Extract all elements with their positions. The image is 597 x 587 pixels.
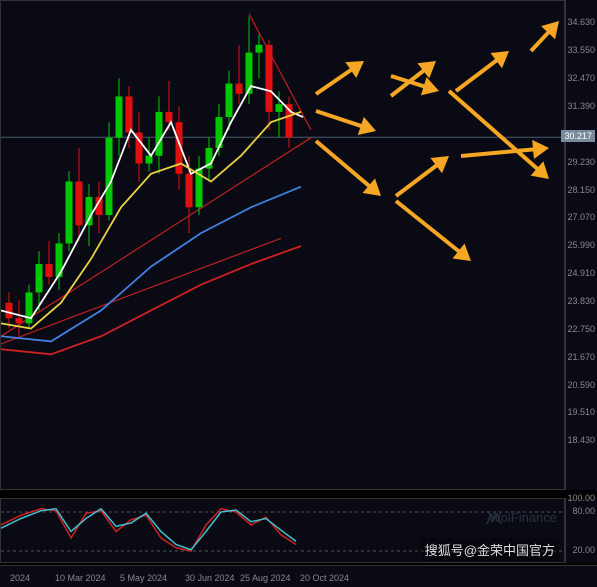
current-price-tag: 30.217 — [561, 130, 595, 142]
main-chart-svg — [1, 1, 566, 491]
time-x-axis: 202410 Mar 20245 May 202430 Jun 202425 A… — [0, 565, 597, 587]
oscillator-y-axis: 20.0080.00100.00 — [565, 498, 597, 563]
price-y-axis: 18.43019.51020.59021.67022.75023.83024.9… — [565, 0, 597, 490]
main-price-chart[interactable] — [0, 0, 565, 490]
attribution-text: 搜狐号@金荣中国官方 — [421, 538, 559, 561]
watermark: WolFinance — [485, 510, 557, 525]
watermark-icon — [485, 510, 503, 528]
chart-container: 18.43019.51020.59021.67022.75023.83024.9… — [0, 0, 597, 587]
